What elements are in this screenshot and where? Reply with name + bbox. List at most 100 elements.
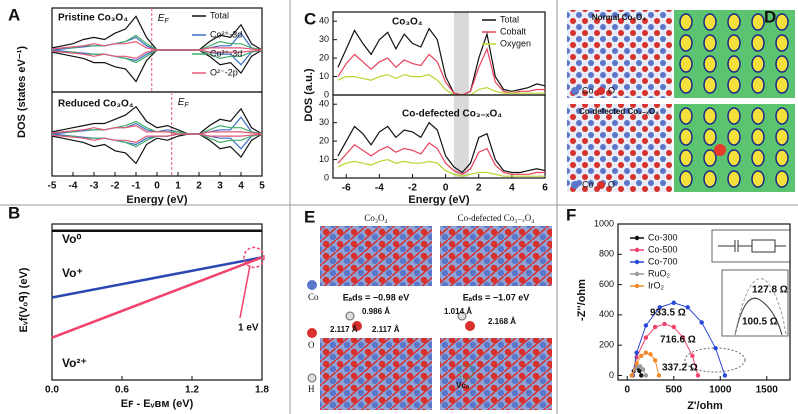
series-line [337, 142, 545, 175]
side-label: Co [308, 292, 319, 302]
annotation: 337.2 Ω [662, 363, 698, 374]
annotation: Pristine Co₃O₄ [58, 13, 128, 24]
fermi-label-sub: F [184, 102, 189, 109]
arrow [239, 265, 251, 319]
annotation: 933.5 Ω [650, 308, 686, 319]
x-tick-label: 1.2 [185, 385, 199, 396]
x-tick-label: 0 [154, 181, 160, 192]
key-co [571, 87, 579, 95]
y-tick-label: 30 [319, 34, 329, 44]
panel-d [567, 10, 795, 192]
legend-label: RuO₂ [648, 268, 671, 278]
contour [703, 128, 717, 146]
contour [727, 13, 741, 31]
series-line [337, 74, 545, 96]
point [652, 358, 658, 363]
fermi-label-main: E [158, 13, 165, 24]
key-h [307, 373, 317, 383]
x-tick-label: -4 [69, 181, 78, 192]
highlight [243, 246, 265, 269]
contour [775, 76, 789, 94]
x-tick-label: -2 [111, 181, 120, 192]
side-label: O [308, 340, 315, 350]
contour [775, 107, 789, 125]
y-tick-label: 20 [319, 135, 329, 145]
legend-marker [634, 235, 640, 241]
h-atom [457, 311, 467, 321]
y-tick-label: 20 [319, 52, 329, 62]
point [662, 321, 667, 327]
contour [775, 128, 789, 146]
contour [727, 149, 741, 167]
fermi-label-sub: F [164, 18, 169, 25]
contour [751, 128, 765, 146]
x-tick-label: -2 [408, 183, 417, 194]
image-title: Normal Co₃O₄ [592, 13, 646, 22]
x-tick-label: 500 [665, 385, 682, 396]
x-tick-label: 3 [217, 181, 223, 192]
series-line [337, 158, 545, 177]
y-tick-label: 800 [599, 249, 614, 259]
contour [727, 55, 741, 73]
point [640, 367, 646, 372]
legend-marker [634, 271, 640, 277]
crystal [440, 338, 552, 410]
o-atom [352, 321, 362, 331]
annotation: Reduced Co₃O₄ [58, 99, 134, 110]
energy-label: Eₐds = −1.07 eV [463, 292, 529, 302]
panel-label: A [8, 5, 20, 24]
contour [751, 55, 765, 73]
shade-band [453, 12, 469, 95]
point [713, 345, 718, 351]
x-tick-label: 0 [443, 183, 449, 194]
side-label: H [308, 384, 315, 394]
bond-label: 2.117 Å [330, 325, 358, 334]
point [639, 353, 644, 358]
point [643, 335, 649, 340]
key-co [307, 280, 317, 290]
contour [703, 55, 717, 73]
line-label: Vo⁰ [62, 232, 81, 246]
y-tick-label: 40 [319, 99, 329, 109]
plot-frame [332, 94, 546, 179]
shade-band [453, 95, 469, 178]
legend-label: IrO₂ [648, 280, 664, 290]
point [637, 368, 642, 374]
x-tick-label: 1500 [756, 385, 779, 396]
inset [684, 229, 791, 373]
point [657, 305, 663, 310]
contours [679, 13, 789, 188]
key-o [307, 328, 317, 338]
y-tick-label: 600 [599, 279, 614, 289]
legend-label: Co³⁺-3d [210, 48, 242, 58]
crystal [320, 226, 432, 286]
legend-label: Cobalt [500, 26, 527, 36]
y-tick-label: 0 [609, 370, 614, 380]
plot-frame [617, 223, 791, 381]
point [722, 373, 728, 378]
key-co [571, 181, 579, 189]
point [643, 323, 649, 328]
contour [703, 13, 717, 31]
contour [679, 170, 693, 188]
x-tick-label: 1 [175, 181, 181, 192]
point [699, 320, 704, 325]
annotation: 716.6 Ω [660, 335, 696, 346]
crystal [440, 226, 552, 286]
contour [727, 76, 741, 94]
vacancy [458, 364, 474, 380]
fermi-label: EF [178, 97, 190, 109]
contour [679, 107, 693, 125]
point [634, 350, 639, 355]
x-tick-label: -4 [375, 183, 384, 194]
legend-label: Co²⁺-3d [210, 29, 242, 39]
image-title: Co-defected Co₃₋ₓO₄ [458, 213, 535, 223]
image-title: Co-defected Co₃₋ₓO₄ [579, 107, 659, 116]
plot-frame [51, 223, 263, 381]
atom-image [567, 10, 672, 98]
legend-label: Co-500 [648, 244, 678, 254]
contour [679, 13, 693, 31]
annotation: 1 eV [238, 323, 259, 334]
